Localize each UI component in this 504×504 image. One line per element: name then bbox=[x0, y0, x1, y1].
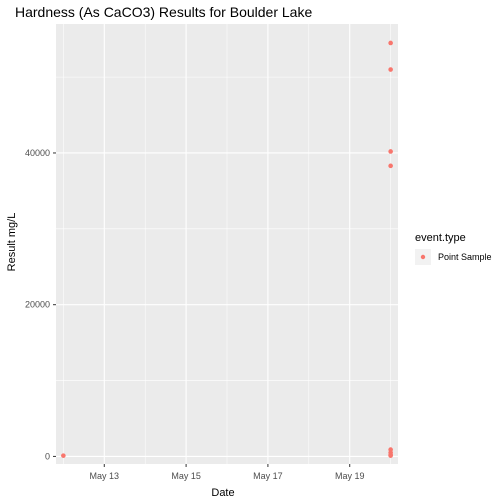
legend-label-point-sample: Point Sample bbox=[438, 252, 492, 262]
data-point bbox=[388, 453, 393, 458]
chart-title: Hardness (As CaCO3) Results for Boulder … bbox=[15, 4, 312, 20]
data-points bbox=[61, 40, 393, 458]
legend-title: event.type bbox=[415, 232, 466, 244]
x-axis-ticks: May 13 May 15 May 17 May 19 bbox=[90, 464, 365, 481]
data-point bbox=[61, 453, 66, 458]
data-point bbox=[388, 149, 393, 154]
x-tick-label: May 13 bbox=[90, 471, 120, 481]
legend: event.type Point Sample bbox=[415, 232, 492, 265]
x-tick-label: May 17 bbox=[253, 471, 283, 481]
minor-gridlines bbox=[56, 24, 398, 464]
x-tick-label: May 19 bbox=[335, 471, 365, 481]
data-point bbox=[388, 67, 393, 72]
major-gridlines bbox=[56, 24, 398, 464]
x-tick-label: May 15 bbox=[171, 471, 201, 481]
x-axis-label: Date bbox=[211, 487, 234, 499]
y-tick-label: 40000 bbox=[25, 148, 50, 158]
data-point bbox=[388, 163, 393, 169]
legend-key-point-icon bbox=[420, 254, 426, 260]
y-tick-label: 20000 bbox=[25, 300, 50, 310]
y-tick-label: 0 bbox=[45, 451, 50, 461]
y-axis-label: Result mg/L bbox=[6, 213, 18, 272]
y-axis-ticks: 0 20000 40000 bbox=[25, 148, 56, 461]
data-point bbox=[388, 40, 393, 46]
